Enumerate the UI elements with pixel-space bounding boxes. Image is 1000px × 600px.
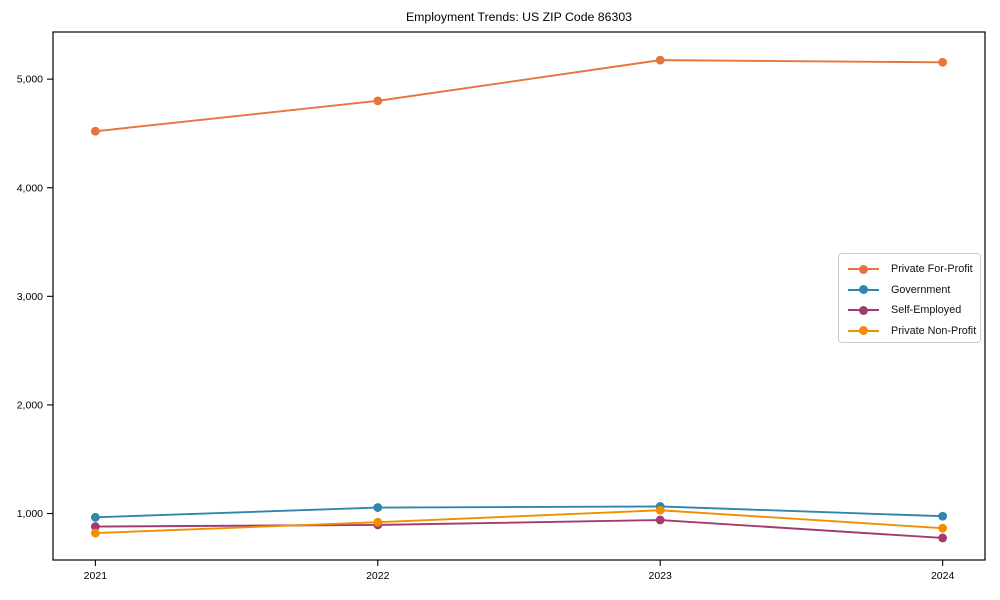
x-tick-label: 2024 [931, 570, 955, 582]
series-line [95, 505, 943, 519]
y-tick-label: 4,000 [17, 182, 43, 194]
data-point-marker [90, 522, 100, 531]
x-tick-label: 2021 [84, 570, 108, 582]
legend-marker-icon [848, 305, 879, 315]
data-point-marker [938, 57, 948, 67]
legend-entry: Private For-Profit [848, 259, 980, 280]
data-point-marker [90, 126, 100, 136]
data-point-marker [90, 528, 100, 538]
series-line [95, 519, 943, 539]
legend-entry: Government [848, 280, 980, 301]
legend-marker-icon [848, 285, 879, 295]
legend-entry: Private Non-Profit [848, 321, 980, 342]
legend-label: Private For-Profit [891, 263, 973, 276]
y-tick-label: 2,000 [17, 400, 43, 412]
data-point-marker [655, 515, 665, 525]
legend-entry: Self-Employed [848, 300, 980, 321]
legend-marker-icon [848, 264, 879, 274]
data-point-marker [938, 511, 948, 521]
chart-legend: Private For-Profit Government Self-Employe… [838, 253, 981, 343]
y-tick-label: 1,000 [17, 508, 43, 520]
series-line [95, 59, 943, 133]
data-point-marker [90, 512, 100, 522]
series-line [95, 509, 943, 535]
chart-title: Employment Trends: US ZIP Code 86303 [405, 10, 632, 24]
data-point-marker [373, 503, 383, 512]
data-point-marker [373, 96, 383, 106]
data-point-marker [655, 505, 665, 515]
legend-label: Private Non-Profit [891, 324, 977, 337]
data-point-marker [938, 533, 948, 543]
legend-label: Self-Employed [891, 304, 962, 317]
legend-marker-icon [848, 326, 879, 336]
y-tick-label: 5,000 [17, 74, 43, 86]
data-point-marker [373, 517, 383, 527]
x-tick-label: 2023 [649, 570, 673, 582]
data-point-marker [938, 523, 948, 533]
y-tick-label: 3,000 [17, 291, 43, 303]
legend-label: Government [891, 283, 951, 296]
data-point-marker [655, 55, 665, 65]
x-tick-label: 2022 [366, 570, 390, 582]
